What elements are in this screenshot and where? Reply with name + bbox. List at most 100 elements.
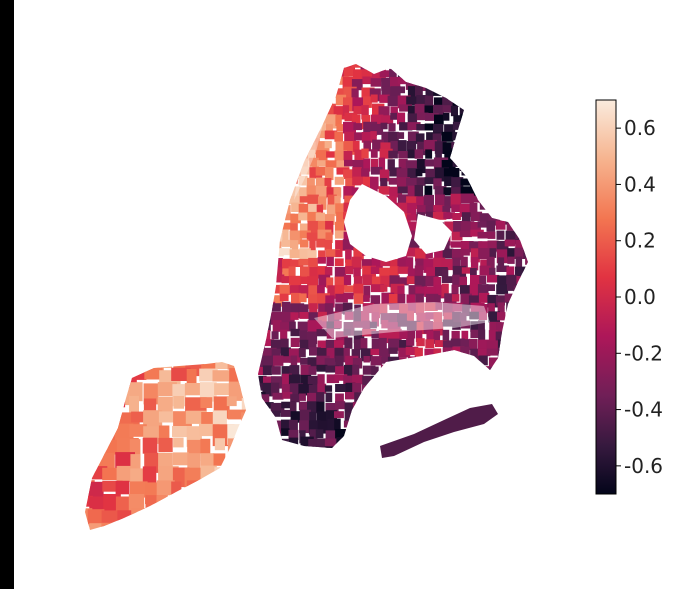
census-tract	[524, 311, 528, 318]
census-tract	[325, 124, 333, 135]
census-tract	[498, 402, 508, 414]
census-tract	[213, 479, 233, 502]
census-tract	[262, 355, 275, 368]
census-tract	[334, 418, 341, 433]
census-tract	[271, 140, 280, 153]
census-tract	[415, 286, 426, 296]
census-tract	[444, 124, 456, 136]
census-tract	[405, 239, 420, 249]
census-tract	[469, 241, 483, 253]
census-tract	[344, 112, 358, 122]
census-tract	[85, 495, 93, 507]
census-tract	[532, 194, 544, 203]
census-tract	[102, 480, 123, 492]
census-tract	[371, 384, 379, 398]
census-tract	[433, 205, 445, 213]
census-tract	[513, 285, 528, 299]
census-tract	[258, 160, 262, 173]
census-tract	[379, 348, 391, 360]
census-tract	[241, 452, 246, 465]
census-tract	[345, 382, 356, 396]
census-tract	[452, 97, 466, 107]
census-tract	[381, 357, 391, 364]
census-tract	[407, 419, 422, 433]
census-tract	[263, 330, 271, 343]
census-tract	[270, 303, 281, 312]
census-tract	[258, 437, 262, 447]
census-tract	[85, 437, 89, 451]
census-tract	[460, 178, 473, 186]
census-tract	[407, 122, 421, 130]
census-tract	[514, 418, 528, 428]
census-tract	[470, 229, 484, 237]
census-tract	[298, 401, 309, 411]
census-tract	[271, 258, 283, 268]
census-tract	[488, 446, 500, 448]
census-tract	[390, 392, 397, 407]
census-tract	[128, 494, 145, 511]
census-tract	[496, 322, 505, 337]
census-tract	[506, 438, 519, 448]
census-tract	[271, 376, 283, 389]
census-tract	[264, 446, 272, 448]
census-tract	[414, 149, 424, 159]
census-tract	[533, 285, 540, 293]
census-tract	[156, 480, 175, 496]
census-tract	[433, 438, 442, 446]
census-tract	[496, 284, 509, 295]
census-tract	[479, 133, 487, 145]
census-tract	[435, 285, 445, 299]
census-tract	[433, 322, 444, 336]
census-tract	[459, 157, 471, 171]
census-tract	[442, 329, 450, 344]
census-tract	[488, 132, 498, 139]
census-tract	[335, 293, 348, 303]
census-tract	[325, 410, 337, 422]
census-tract	[335, 230, 347, 239]
census-tract	[299, 230, 311, 239]
census-tract	[533, 213, 544, 223]
census-tract	[534, 384, 545, 391]
census-tract	[460, 193, 474, 204]
census-tract	[371, 257, 383, 272]
census-tract	[279, 284, 291, 295]
census-tract	[379, 303, 388, 315]
census-tract	[441, 382, 450, 393]
census-tract	[258, 402, 267, 417]
census-tract	[470, 268, 477, 277]
census-tract	[462, 303, 470, 317]
census-tract	[200, 496, 220, 517]
census-tract	[390, 112, 403, 120]
census-tract	[461, 330, 469, 342]
census-tract	[352, 358, 363, 369]
census-tract	[479, 304, 488, 314]
census-tract	[343, 292, 354, 300]
census-tract	[495, 195, 508, 203]
census-tract	[513, 203, 526, 218]
census-tract	[335, 249, 343, 258]
census-tract	[477, 375, 492, 386]
census-tract	[496, 64, 507, 72]
census-tract	[426, 383, 438, 393]
census-tract	[406, 196, 418, 209]
census-tract	[505, 159, 513, 171]
census-tract	[516, 95, 527, 108]
census-tract	[258, 77, 263, 88]
census-tract	[487, 69, 498, 84]
census-tract	[406, 96, 420, 106]
census-tract	[116, 362, 136, 374]
census-tract	[425, 205, 437, 218]
census-tract	[362, 365, 376, 375]
census-tract	[381, 64, 395, 67]
census-tract	[342, 302, 353, 315]
census-tract	[425, 168, 436, 182]
census-tract	[522, 338, 528, 349]
census-tract	[264, 204, 275, 217]
census-tract	[381, 77, 392, 91]
census-tract	[317, 95, 331, 108]
census-tract	[388, 131, 399, 145]
census-tract	[334, 267, 346, 282]
census-tract	[172, 426, 192, 438]
census-tract	[101, 368, 115, 386]
census-tract	[345, 249, 352, 263]
